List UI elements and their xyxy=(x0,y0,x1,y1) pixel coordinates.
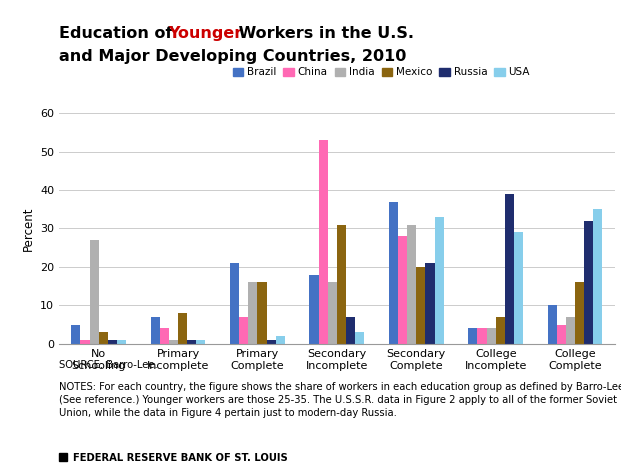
Bar xyxy=(266,340,276,344)
Bar xyxy=(239,317,248,344)
Bar xyxy=(487,328,496,344)
Text: Education of: Education of xyxy=(59,26,178,41)
Bar xyxy=(160,328,169,344)
Bar xyxy=(389,202,398,344)
Bar xyxy=(108,340,117,344)
Bar xyxy=(575,282,584,344)
Bar xyxy=(514,232,523,344)
Bar xyxy=(187,340,196,344)
Bar xyxy=(71,325,81,344)
Text: FEDERAL RESERVE BANK OF ST. LOUIS: FEDERAL RESERVE BANK OF ST. LOUIS xyxy=(73,453,288,463)
Bar xyxy=(566,317,575,344)
Bar xyxy=(117,340,126,344)
Bar xyxy=(425,263,435,344)
Text: Workers in the U.S.: Workers in the U.S. xyxy=(233,26,414,41)
Text: Younger: Younger xyxy=(168,26,243,41)
Bar xyxy=(398,236,407,344)
Text: NOTES: For each country, the figure shows the share of workers in each education: NOTES: For each country, the figure show… xyxy=(59,382,621,418)
Bar xyxy=(89,240,99,344)
Bar xyxy=(548,305,557,344)
Y-axis label: Percent: Percent xyxy=(22,206,34,251)
Bar xyxy=(276,336,285,344)
Bar xyxy=(557,325,566,344)
Bar xyxy=(407,225,416,344)
Bar xyxy=(468,328,478,344)
Bar xyxy=(416,267,425,344)
Bar xyxy=(584,221,593,344)
Bar xyxy=(435,217,443,344)
Bar xyxy=(478,328,487,344)
Bar xyxy=(593,209,602,344)
Bar xyxy=(81,340,89,344)
Bar xyxy=(169,340,178,344)
Bar xyxy=(355,333,365,344)
Bar xyxy=(505,194,514,344)
Bar xyxy=(328,282,337,344)
Bar xyxy=(196,340,206,344)
Bar xyxy=(178,313,187,344)
Bar xyxy=(230,263,239,344)
Bar xyxy=(309,275,319,344)
Text: and Major Developing Countries, 2010: and Major Developing Countries, 2010 xyxy=(59,49,406,65)
Bar xyxy=(99,333,108,344)
Legend: Brazil, China, India, Mexico, Russia, USA: Brazil, China, India, Mexico, Russia, US… xyxy=(233,67,530,77)
Bar xyxy=(496,317,505,344)
Bar xyxy=(258,282,266,344)
Bar xyxy=(346,317,355,344)
Bar xyxy=(248,282,258,344)
Bar xyxy=(319,140,328,344)
Text: SOURCE: Barro-Lee.: SOURCE: Barro-Lee. xyxy=(59,360,158,370)
Bar xyxy=(337,225,346,344)
Bar xyxy=(151,317,160,344)
